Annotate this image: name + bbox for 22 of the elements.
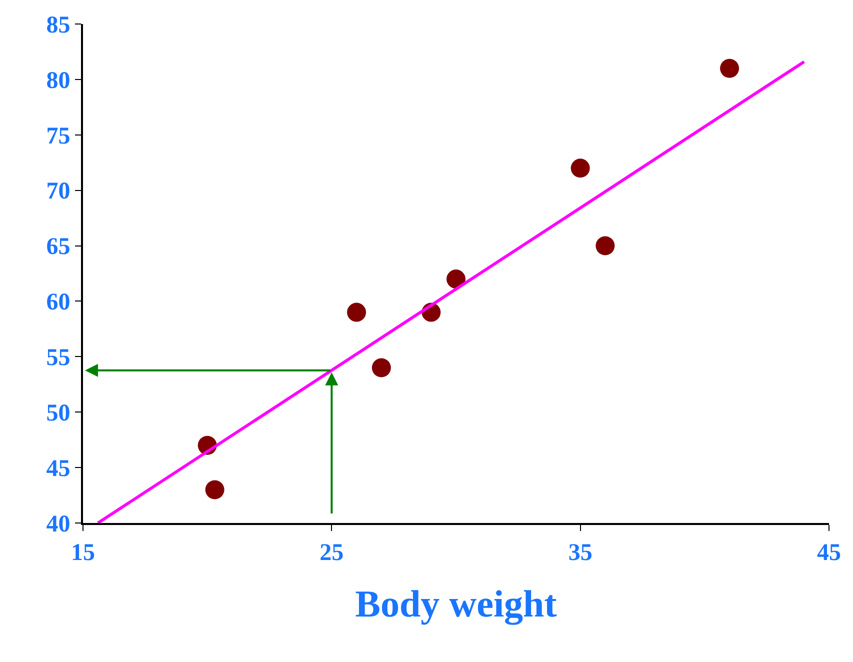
- x-tick-label: 25: [320, 540, 344, 566]
- y-tick-label: 40: [46, 511, 70, 538]
- point: [570, 158, 590, 178]
- point: [596, 236, 615, 256]
- x-tick-label: 45: [817, 540, 841, 566]
- point: [205, 480, 224, 500]
- y-tick-label: 70: [46, 178, 70, 205]
- y-tick-label: 45: [46, 456, 70, 482]
- y-tick-label: 75: [46, 123, 70, 150]
- point: [372, 358, 391, 378]
- point: [446, 270, 466, 289]
- y-tick-label: 60: [46, 290, 70, 316]
- point: [347, 302, 366, 322]
- x-tick-label: 15: [71, 540, 95, 566]
- point: [720, 58, 740, 78]
- x-tick-label: 35: [568, 540, 592, 566]
- y-tick-label: 80: [46, 68, 70, 94]
- y-tick-label: 65: [46, 234, 70, 260]
- y-tick-label: 55: [46, 345, 70, 372]
- y-tick-label: 50: [46, 400, 70, 427]
- y-tick-label: 85: [46, 12, 70, 38]
- x-axis-title: Body weight: [355, 583, 558, 626]
